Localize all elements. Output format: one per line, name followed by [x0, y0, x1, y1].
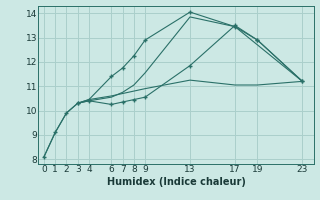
X-axis label: Humidex (Indice chaleur): Humidex (Indice chaleur) [107, 177, 245, 187]
